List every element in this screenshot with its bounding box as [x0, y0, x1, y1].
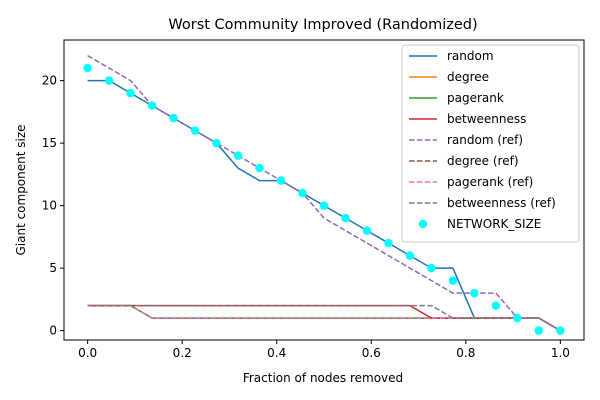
scatter-point-network-size — [513, 313, 522, 323]
legend-label-network-size: NETWORK_SIZE — [447, 217, 541, 231]
legend-label-pagerank: pagerank — [447, 91, 504, 105]
scatter-point-network-size — [470, 288, 479, 298]
legend-swatch-network-size — [418, 219, 428, 229]
x-tick-label: 1.0 — [551, 346, 570, 360]
y-tick-label: 10 — [42, 199, 57, 213]
scatter-point-network-size — [169, 113, 178, 123]
scatter-point-network-size — [147, 101, 157, 110]
scatter-point-network-size — [126, 88, 135, 98]
series-line-random-ref — [87, 54, 561, 332]
x-tick-label: 0.6 — [362, 346, 381, 360]
legend-box — [401, 44, 580, 243]
y-tick-label: 15 — [42, 136, 57, 150]
scatter-point-network-size — [448, 276, 458, 285]
scatter-point-network-size — [276, 176, 286, 185]
legend-label-degree: degree — [447, 70, 489, 84]
scatter-point-network-size — [427, 263, 436, 273]
scatter-point-network-size — [233, 151, 243, 160]
scatter-point-network-size — [212, 138, 221, 148]
chart-title: Worst Community Improved (Randomized) — [168, 17, 477, 33]
scatter-point-network-size — [319, 201, 329, 210]
scatter-point-network-size — [362, 226, 372, 235]
scatter-point-network-size — [255, 163, 264, 173]
x-tick-label: 0.0 — [78, 346, 97, 360]
scatter-point-network-size — [83, 63, 92, 73]
scatter-point-network-size — [384, 238, 393, 248]
legend-label-betweenness: betweenness — [447, 112, 526, 126]
legend-label-random-ref: random (ref) — [447, 133, 523, 147]
scatter-point-network-size — [341, 213, 350, 223]
x-tick-label: 0.2 — [173, 346, 192, 360]
y-tick-label: 5 — [49, 261, 57, 275]
legend-label-pagerank-ref: pagerank (ref) — [447, 175, 533, 189]
y-tick-label: 0 — [49, 324, 57, 338]
scatter-point-network-size — [491, 301, 501, 310]
plot-area — [63, 39, 585, 341]
y-axis-label: Giant component size — [14, 124, 28, 255]
x-axis-label: Fraction of nodes removed — [243, 371, 403, 385]
axes: 0.0 0.2 0.4 0.6 0.8 1.0 0 5 10 15 20 — [42, 74, 570, 360]
y-tick-label: 20 — [42, 74, 57, 88]
scatter-point-network-size — [556, 326, 565, 335]
legend: random degree pagerank betweenness random (r… — [401, 44, 580, 243]
x-tick-label: 0.8 — [456, 346, 475, 360]
scatter-point-network-size — [298, 188, 307, 198]
scatter-point-network-size — [534, 326, 544, 335]
scatter-point-network-size — [190, 126, 200, 135]
scatter-point-network-size — [104, 76, 114, 85]
x-tick-label: 0.4 — [267, 346, 286, 360]
legend-label-degree-ref: degree (ref) — [447, 154, 519, 168]
series-layer — [83, 54, 565, 335]
series-line-betweenness-ref — [87, 304, 561, 332]
scatter-point-network-size — [405, 251, 415, 260]
legend-label-betweenness-ref: betweenness (ref) — [447, 196, 556, 210]
legend-label-random: random — [447, 49, 494, 63]
